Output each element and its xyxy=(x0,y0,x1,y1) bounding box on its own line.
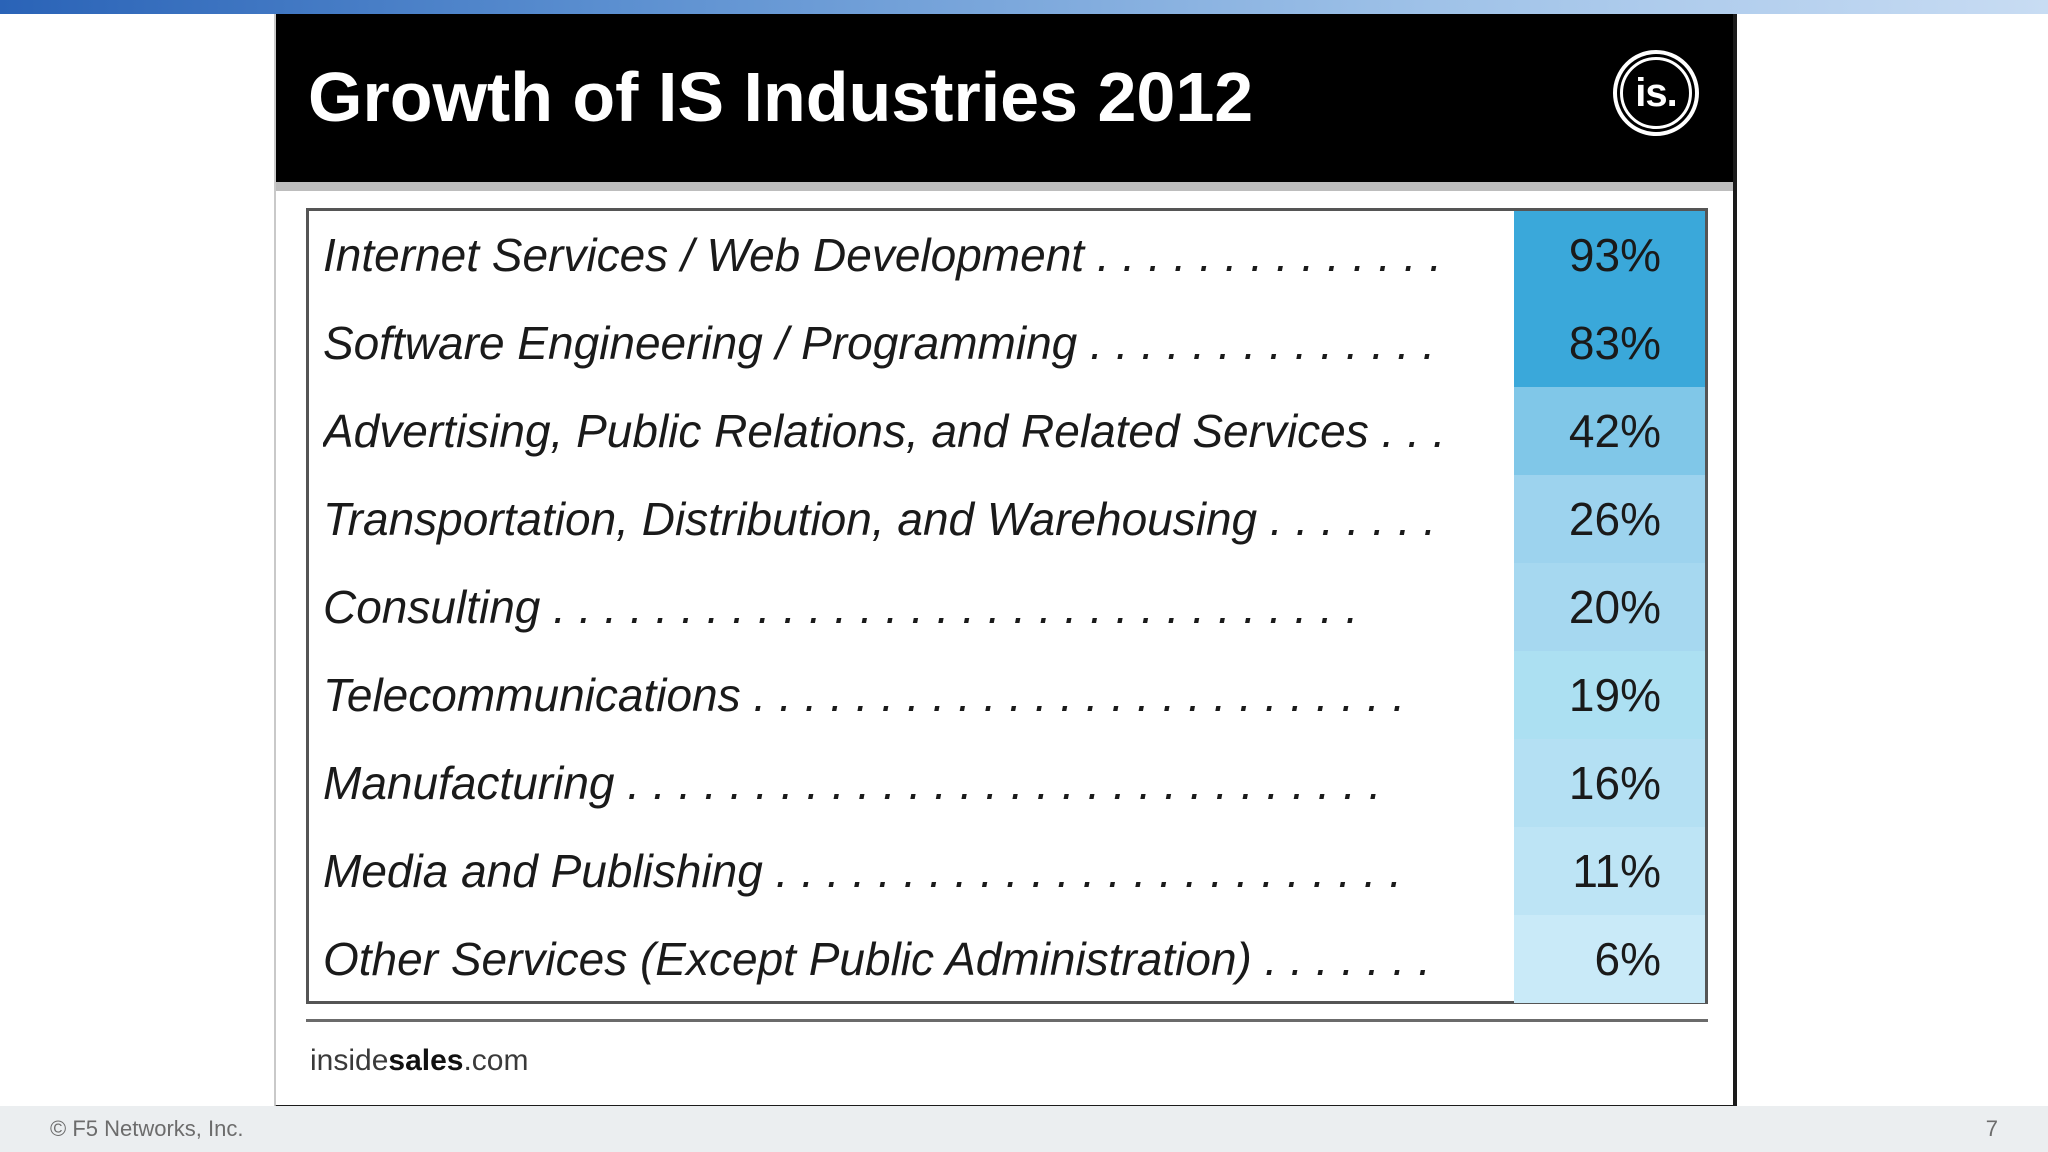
growth-value: 11% xyxy=(1572,845,1661,897)
insidesales-logo: insidesales.com xyxy=(310,1044,528,1078)
table-row: Transportation, Distribution, and Wareho… xyxy=(309,475,1705,563)
source-bold: sales xyxy=(388,1044,464,1077)
industry-label: Advertising, Public Relations, and Relat… xyxy=(323,405,1446,457)
growth-value: 6% xyxy=(1594,933,1661,985)
growth-value: 26% xyxy=(1568,493,1661,545)
table-row: Internet Services / Web Development . . … xyxy=(309,211,1705,299)
value-cell: 20% xyxy=(1514,563,1705,651)
card-header: Growth of IS Industries 2012 is. xyxy=(276,14,1733,191)
value-cell: 26% xyxy=(1514,475,1705,563)
industry-label: Internet Services / Web Development . . … xyxy=(323,229,1442,281)
source-suffix: .com xyxy=(463,1044,529,1077)
is-logo-icon: is. xyxy=(1613,50,1699,136)
growth-value: 42% xyxy=(1568,405,1661,457)
divider xyxy=(306,1019,1708,1022)
growth-value: 16% xyxy=(1568,757,1661,809)
industry-label: Telecommunications . . . . . . . . . . .… xyxy=(323,669,1406,721)
slide-title: Growth of IS Industries 2012 xyxy=(308,58,1254,136)
value-cell: 83% xyxy=(1514,299,1705,387)
industry-label: Other Services (Except Public Administra… xyxy=(323,933,1431,985)
value-cell: 16% xyxy=(1514,739,1705,827)
industry-label: Consulting . . . . . . . . . . . . . . .… xyxy=(323,581,1359,633)
value-cell: 42% xyxy=(1514,387,1705,475)
growth-value: 93% xyxy=(1568,229,1661,281)
value-cell: 93% xyxy=(1514,211,1705,299)
industry-label: Manufacturing . . . . . . . . . . . . . … xyxy=(323,757,1382,809)
industry-label: Transportation, Distribution, and Wareho… xyxy=(323,493,1437,545)
industry-growth-table: Internet Services / Web Development . . … xyxy=(306,208,1708,1004)
table-row: Advertising, Public Relations, and Relat… xyxy=(309,387,1705,475)
source-prefix: inside xyxy=(310,1044,389,1077)
table-row: Telecommunications . . . . . . . . . . .… xyxy=(309,651,1705,739)
industry-label: Software Engineering / Programming . . .… xyxy=(323,317,1436,369)
growth-value: 83% xyxy=(1568,317,1661,369)
top-accent-strip xyxy=(0,0,2048,14)
infographic-card: Growth of IS Industries 2012 is. Interne… xyxy=(274,14,1737,1109)
value-cell: 19% xyxy=(1514,651,1705,739)
table-row: Media and Publishing . . . . . . . . . .… xyxy=(309,827,1705,915)
growth-value: 19% xyxy=(1568,669,1661,721)
industry-label: Media and Publishing . . . . . . . . . .… xyxy=(323,845,1402,897)
value-cell: 6% xyxy=(1514,915,1705,1003)
page-number: 7 xyxy=(1985,1116,1998,1141)
growth-value: 20% xyxy=(1568,581,1661,633)
slide-footer: © F5 Networks, Inc. 7 xyxy=(0,1106,2048,1152)
value-cell: 11% xyxy=(1514,827,1705,915)
table-row: Other Services (Except Public Administra… xyxy=(309,915,1705,1003)
table-row: Manufacturing . . . . . . . . . . . . . … xyxy=(309,739,1705,827)
is-logo-text: is. xyxy=(1620,57,1692,129)
table-row: Consulting . . . . . . . . . . . . . . .… xyxy=(309,563,1705,651)
table-row: Software Engineering / Programming . . .… xyxy=(309,299,1705,387)
copyright-text: © F5 Networks, Inc. xyxy=(50,1116,244,1141)
